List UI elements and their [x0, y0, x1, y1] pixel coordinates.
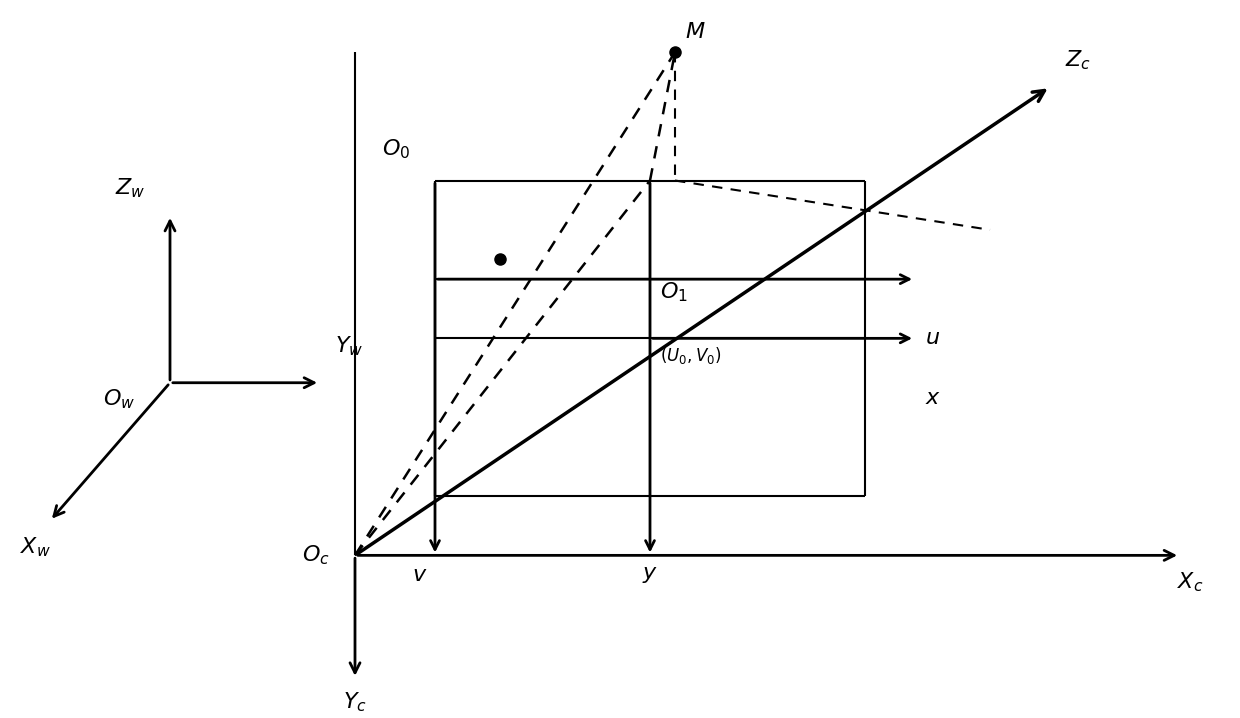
Text: $u$: $u$ — [925, 328, 940, 348]
Text: $O_1$: $O_1$ — [660, 280, 688, 304]
Text: $(U_0,V_0)$: $(U_0,V_0)$ — [660, 345, 722, 366]
Text: $Y_w$: $Y_w$ — [335, 335, 363, 358]
Text: $O_0$: $O_0$ — [382, 137, 410, 161]
Text: $X_w$: $X_w$ — [20, 536, 51, 559]
Text: $X_c$: $X_c$ — [1177, 570, 1203, 594]
Text: $x$: $x$ — [925, 388, 941, 408]
Text: $Z_w$: $Z_w$ — [114, 177, 145, 200]
Text: $Z_c$: $Z_c$ — [1065, 48, 1091, 72]
Text: $O_c$: $O_c$ — [303, 544, 330, 567]
Text: $Y_c$: $Y_c$ — [343, 691, 367, 714]
Text: $y$: $y$ — [642, 565, 658, 585]
Text: $O_w$: $O_w$ — [103, 388, 135, 411]
Text: $M$: $M$ — [684, 22, 706, 42]
Text: $v$: $v$ — [412, 565, 428, 585]
